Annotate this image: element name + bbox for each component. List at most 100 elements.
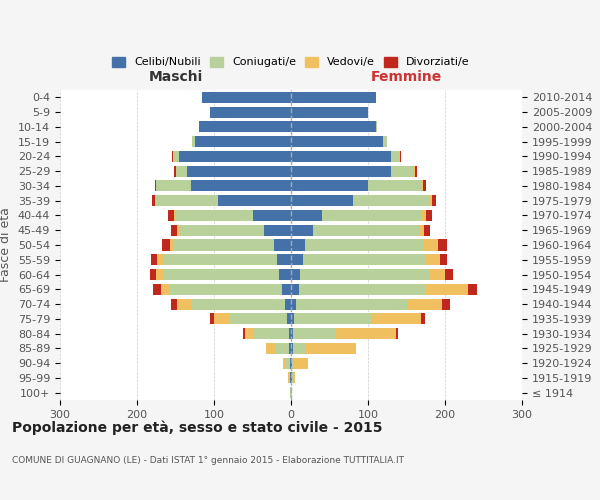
Bar [302,254,426,266]
Bar [422,180,424,192]
Bar [291,151,391,162]
Bar [264,224,291,236]
Bar [415,166,416,176]
Bar [156,195,218,206]
Bar [218,195,291,206]
Y-axis label: Fasce di età: Fasce di età [0,208,13,282]
Bar [291,269,300,280]
Bar [432,195,436,206]
Bar [414,166,415,176]
Bar [307,343,356,354]
Bar [163,240,170,250]
Bar [283,358,286,368]
Bar [293,328,335,339]
Bar [293,372,295,384]
Bar [438,240,448,250]
Bar [305,240,424,250]
Bar [282,284,291,295]
Bar [371,314,421,324]
Bar [253,210,291,221]
Bar [397,328,398,339]
Bar [291,195,353,206]
Bar [243,328,245,339]
Bar [157,254,163,266]
Bar [214,314,229,324]
Bar [400,151,401,162]
Bar [176,210,253,221]
Bar [291,254,302,266]
Bar [195,136,291,147]
Bar [171,224,177,236]
Bar [291,122,376,132]
Bar [291,92,376,103]
Bar [296,298,407,310]
Bar [445,269,453,280]
Bar [173,151,179,162]
Bar [202,92,291,103]
Bar [290,387,291,398]
Bar [291,180,368,192]
Bar [170,284,282,295]
Bar [289,328,291,339]
Bar [161,284,170,295]
Text: Maschi: Maschi [148,70,203,84]
Bar [152,195,155,206]
Bar [229,314,287,324]
Bar [291,358,292,368]
Bar [245,328,254,339]
Bar [335,328,397,339]
Bar [426,210,432,221]
Bar [290,372,291,384]
Bar [421,224,424,236]
Bar [290,358,291,368]
Bar [155,195,156,206]
Bar [300,269,430,280]
Bar [376,122,377,132]
Bar [291,224,313,236]
Bar [179,224,264,236]
Bar [291,387,292,398]
Bar [193,298,285,310]
Bar [170,240,174,250]
Text: COMUNE DI GUAGNANO (LE) - Dati ISTAT 1° gennaio 2015 - Elaborazione TUTTITALIA.I: COMUNE DI GUAGNANO (LE) - Dati ISTAT 1° … [12,456,404,465]
Bar [468,284,478,295]
Bar [280,269,291,280]
Bar [193,136,195,147]
Bar [274,240,291,250]
Bar [291,240,305,250]
Bar [391,166,414,176]
Bar [286,358,290,368]
Bar [440,254,448,266]
Bar [164,269,280,280]
Bar [424,180,426,192]
Bar [172,151,173,162]
Bar [391,151,400,162]
Bar [313,224,421,236]
Bar [177,224,179,236]
Bar [291,343,293,354]
Bar [156,269,164,280]
Bar [353,195,430,206]
Bar [177,298,193,310]
Bar [285,298,291,310]
Bar [174,210,176,221]
Legend: Celibi/Nubili, Coniugati/e, Vedovi/e, Divorziati/e: Celibi/Nubili, Coniugati/e, Vedovi/e, Di… [108,52,474,72]
Bar [424,224,430,236]
Bar [383,136,387,147]
Bar [210,106,291,118]
Text: Popolazione per età, sesso e stato civile - 2015: Popolazione per età, sesso e stato civil… [12,420,383,435]
Bar [171,298,177,310]
Bar [289,343,291,354]
Bar [291,210,322,221]
Bar [150,269,156,280]
Bar [291,106,368,118]
Bar [153,284,161,295]
Bar [293,343,307,354]
Bar [289,372,290,384]
Bar [299,284,426,295]
Bar [287,314,291,324]
Bar [294,358,308,368]
Bar [168,210,174,221]
Bar [174,166,176,176]
Bar [442,298,449,310]
